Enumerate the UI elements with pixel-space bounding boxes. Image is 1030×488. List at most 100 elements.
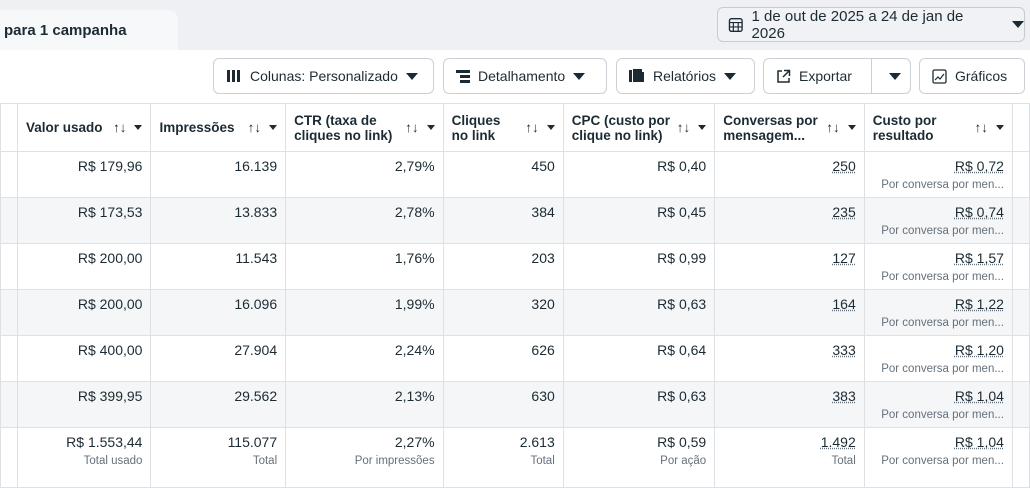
- sort-icon[interactable]: ↑↓: [676, 120, 691, 135]
- cell: [1011, 197, 1030, 244]
- cell-value[interactable]: R$ 1,22: [954, 296, 1004, 312]
- total-label: Total: [831, 455, 856, 467]
- column-header[interactable]: CPC (custo por clique no link) ↑↓: [562, 103, 716, 152]
- table-row[interactable]: R$ 399,95 29.562 2,13% 630 R$ 0,63 383 R$ 1,04…: [0, 381, 1030, 428]
- total-label: Total: [530, 455, 555, 467]
- sort-icon[interactable]: ↑↓: [974, 120, 988, 135]
- cell-value[interactable]: R$ 1,04: [954, 388, 1004, 404]
- cell-value: R$ 179,96: [77, 158, 143, 174]
- cell-value[interactable]: 383: [832, 388, 856, 404]
- cell-value[interactable]: 164: [832, 296, 856, 312]
- sort-icon[interactable]: ↑↓: [112, 120, 127, 135]
- cell-value[interactable]: 250: [832, 158, 856, 174]
- export-dropdown-button[interactable]: [880, 72, 910, 80]
- table-row[interactable]: R$ 173,53 13.833 2,78% 384 R$ 0,45 235 R$ 0,74…: [0, 197, 1030, 244]
- cell-value: 384: [531, 204, 555, 220]
- cell-value[interactable]: R$ 1,20: [954, 342, 1004, 358]
- export-group: Exportar: [763, 58, 911, 94]
- column-header[interactable]: Valor usado ↑↓: [16, 103, 152, 152]
- date-range-picker[interactable]: 1 de out de 2025 a 24 de jan de 2026: [717, 7, 1025, 42]
- total-label: Total usado: [83, 455, 143, 467]
- cell: R$ 400,00: [16, 335, 152, 382]
- cell: R$ 0,74 Por conversa por men...: [863, 197, 1013, 244]
- cell: [1011, 381, 1030, 428]
- column-header[interactable]: CTR (taxa de cliques no link) ↑↓: [285, 103, 444, 152]
- breakdown-label: Detalhamento: [478, 68, 566, 84]
- cell-sublabel: Por conversa por men...: [881, 179, 1004, 191]
- table-row[interactable]: R$ 200,00 16.096 1,99% 320 R$ 0,63 164 R$ 1,22…: [0, 289, 1030, 336]
- sort-icon[interactable]: ↑↓: [826, 120, 840, 135]
- total-value: R$ 0,59: [657, 434, 707, 450]
- column-title: Custo por resultado: [872, 112, 937, 143]
- chevron-down-icon[interactable]: [847, 125, 856, 130]
- cell: 2,79%: [285, 151, 444, 198]
- cell-value: 1,76%: [394, 250, 435, 266]
- column-header[interactable]: Custo por resultado ↑↓: [863, 103, 1013, 152]
- chevron-down-icon[interactable]: [546, 125, 555, 130]
- cell-value: R$ 399,95: [77, 388, 143, 404]
- cell: R$ 0,40: [562, 151, 716, 198]
- tab-campaigns[interactable]: para 1 campanha: [0, 10, 178, 50]
- table-row[interactable]: R$ 400,00 27.904 2,24% 626 R$ 0,64 333 R$ 1,20…: [0, 335, 1030, 382]
- cell-value: 27.904: [234, 342, 278, 358]
- cell-value[interactable]: R$ 1,57: [954, 250, 1004, 266]
- cell-value: R$ 0,40: [657, 158, 707, 174]
- cell: [0, 197, 18, 244]
- cell-value: R$ 0,63: [657, 388, 707, 404]
- column-header[interactable]: Impressões ↑↓: [150, 103, 287, 152]
- cell: [1011, 427, 1030, 488]
- column-header[interactable]: Cliques no link ↑↓: [442, 103, 564, 152]
- cell-sublabel: Por conversa por men...: [881, 271, 1004, 283]
- total-value: 1.492: [820, 434, 856, 450]
- export-button[interactable]: Exportar: [764, 59, 872, 93]
- total-value: R$ 1.553,44: [66, 434, 143, 450]
- total-label: Por impressões: [354, 455, 435, 467]
- cell: R$ 0,99: [562, 243, 716, 290]
- column-header[interactable]: Conversas por mensagem... ↑↓: [714, 103, 865, 152]
- reports-button[interactable]: Relatórios: [616, 58, 755, 94]
- cell-value[interactable]: 235: [832, 204, 856, 220]
- columns-button[interactable]: Colunas: Personalizado: [213, 58, 434, 94]
- total-value: R$ 1,04: [954, 434, 1004, 450]
- table-row[interactable]: R$ 179,96 16.139 2,79% 450 R$ 0,40 250 R$ 0,72…: [0, 151, 1030, 198]
- cell-value[interactable]: 127: [832, 250, 856, 266]
- total-cell: R$ 0,59 Por ação: [562, 427, 716, 488]
- cell: R$ 1,22 Por conversa por men...: [863, 289, 1013, 336]
- breakdown-button[interactable]: Detalhamento: [443, 58, 607, 94]
- cell: 383: [714, 381, 865, 428]
- cell: 320: [442, 289, 564, 336]
- total-cell: R$ 1.553,44 Total usado: [16, 427, 152, 488]
- columns-icon: [227, 70, 240, 82]
- chevron-down-icon: [889, 72, 901, 80]
- cell: 630: [442, 381, 564, 428]
- chevron-down-icon[interactable]: [426, 125, 435, 130]
- chevron-down-icon[interactable]: [134, 125, 143, 130]
- chevron-down-icon[interactable]: [269, 125, 278, 130]
- cell-value: R$ 0,45: [657, 204, 707, 220]
- cell-value: R$ 0,99: [657, 250, 707, 266]
- total-cell: R$ 1,04 Por conversa por men...: [863, 427, 1013, 488]
- total-cell: 115.077 Total: [150, 427, 287, 488]
- cell-value: R$ 0,63: [657, 296, 707, 312]
- cell: R$ 0,64: [562, 335, 716, 382]
- cell-value[interactable]: R$ 0,72: [954, 158, 1004, 174]
- cell: 2,78%: [285, 197, 444, 244]
- table-row[interactable]: R$ 200,00 11.543 1,76% 203 R$ 0,99 127 R$ 1,57…: [0, 243, 1030, 290]
- sort-icon[interactable]: ↑↓: [525, 120, 539, 135]
- totals-row: R$ 1.553,44 Total usado 115.077 Total 2,27% P…: [0, 427, 1030, 488]
- cell-value[interactable]: R$ 0,74: [954, 204, 1004, 220]
- cell-value[interactable]: 333: [832, 342, 856, 358]
- cell-value: 203: [531, 250, 555, 266]
- cell-value: 2,78%: [394, 204, 435, 220]
- cell-value: R$ 173,53: [77, 204, 143, 220]
- external-link-icon: [777, 69, 791, 83]
- cell: 626: [442, 335, 564, 382]
- cell-value: 16.096: [234, 296, 278, 312]
- sort-icon[interactable]: ↑↓: [405, 120, 419, 135]
- cell: R$ 0,45: [562, 197, 716, 244]
- cell-value: 630: [531, 388, 555, 404]
- chevron-down-icon[interactable]: [698, 125, 707, 130]
- charts-button[interactable]: Gráficos: [919, 58, 1025, 94]
- sort-icon[interactable]: ↑↓: [247, 120, 262, 135]
- chevron-down-icon[interactable]: [995, 125, 1004, 130]
